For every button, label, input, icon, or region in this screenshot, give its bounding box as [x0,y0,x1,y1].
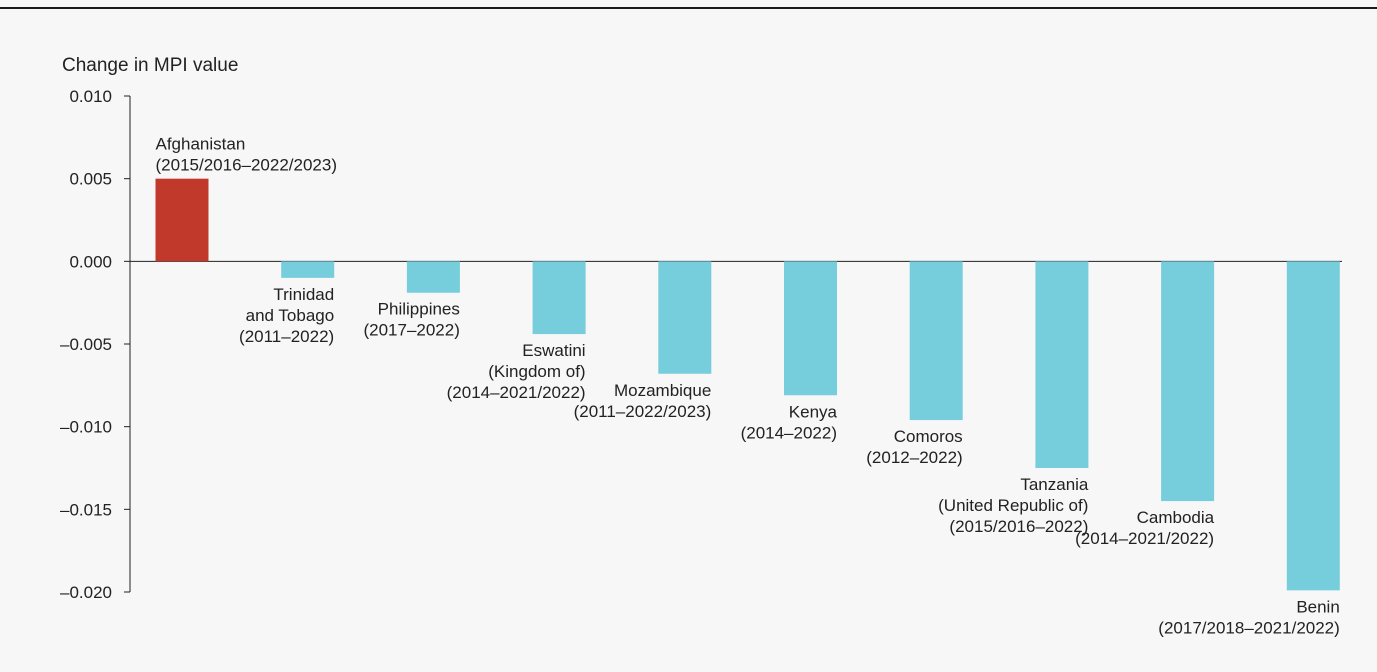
bar [909,261,963,421]
bar-label: Eswatini (Kingdom of) (2014–2021/2022) [447,341,586,402]
bar [1286,261,1340,591]
bar-label-line: Cambodia [1137,508,1215,527]
bar [281,261,335,278]
bar-label: Tanzania (United Republic of) (2015/2016–2… [938,475,1089,536]
bar [784,261,837,396]
bar-label-line: Tanzania [1020,475,1089,494]
bar-label-line: (2017/2018–2021/2022) [1158,618,1340,637]
bar-label-line: (2015/2016–2022) [949,517,1088,536]
bar-label-line: (Kingdom of) [488,362,585,381]
bar [658,261,712,374]
bar [532,261,586,335]
bar-label-line: and Tobago [246,306,335,325]
bar-label-line: (United Republic of) [938,496,1088,515]
bar-label: Kenya (2014–2022) [741,402,838,442]
bar-label-line: (2014–2021/2022) [1075,529,1214,548]
bar-label: Afghanistan (2015/2016–2022/2023) [156,135,338,175]
bar-label: Cambodia (2014–2021/2022) [1075,508,1215,548]
bar-label-line: (2014–2021/2022) [447,383,586,402]
y-tick-label: 0.005 [69,170,112,189]
bar-label: Benin (2017/2018–2021/2022) [1158,597,1340,637]
bar [155,178,209,262]
bar-label-line: Trinidad [273,285,334,304]
bar [1035,261,1089,468]
bar-label-line: Afghanistan [156,135,246,154]
bar-label-line: (2012–2022) [866,448,962,467]
bar-label: Comoros (2012–2022) [866,427,962,467]
y-tick-label: 0.000 [69,252,112,271]
bar-label-line: Eswatini [522,341,585,360]
y-axis-label: Change in MPI value [62,55,238,76]
y-tick-label: –0.010 [60,418,112,437]
bars [155,178,1340,591]
y-tick-label: –0.020 [60,583,112,602]
bar-label: Philippines (2017–2022) [363,300,459,340]
bar-labels: Afghanistan (2015/2016–2022/2023) Trinidad… [156,135,1340,638]
bar-label-line: Kenya [789,402,838,421]
bar-label-line: (2011–2022) [239,327,334,346]
bar-label: Mozambique (2011–2022/2023) [574,381,712,421]
y-tick-label: –0.015 [60,500,112,519]
bar-label-line: (2017–2022) [363,321,459,340]
bar-label-line: Philippines [378,300,460,319]
y-tick-label: –0.005 [60,335,112,354]
y-tick-label: 0.010 [69,87,112,106]
bar-label-line: Mozambique [614,381,711,400]
bar-label-line: Benin [1296,597,1339,616]
bar-label-line: (2015/2016–2022/2023) [156,156,338,175]
top-rule [0,7,1377,9]
bar-label-line: (2011–2022/2023) [574,402,712,421]
bar [406,261,460,293]
bar-label: Trinidad and Tobago (2011–2022) [239,285,334,346]
bar-label-line: (2014–2022) [741,423,837,442]
bar-label-line: Comoros [894,427,963,446]
bar [1161,261,1215,502]
